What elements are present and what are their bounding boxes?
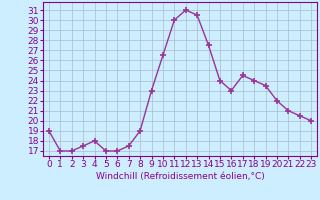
X-axis label: Windchill (Refroidissement éolien,°C): Windchill (Refroidissement éolien,°C) (96, 172, 264, 181)
